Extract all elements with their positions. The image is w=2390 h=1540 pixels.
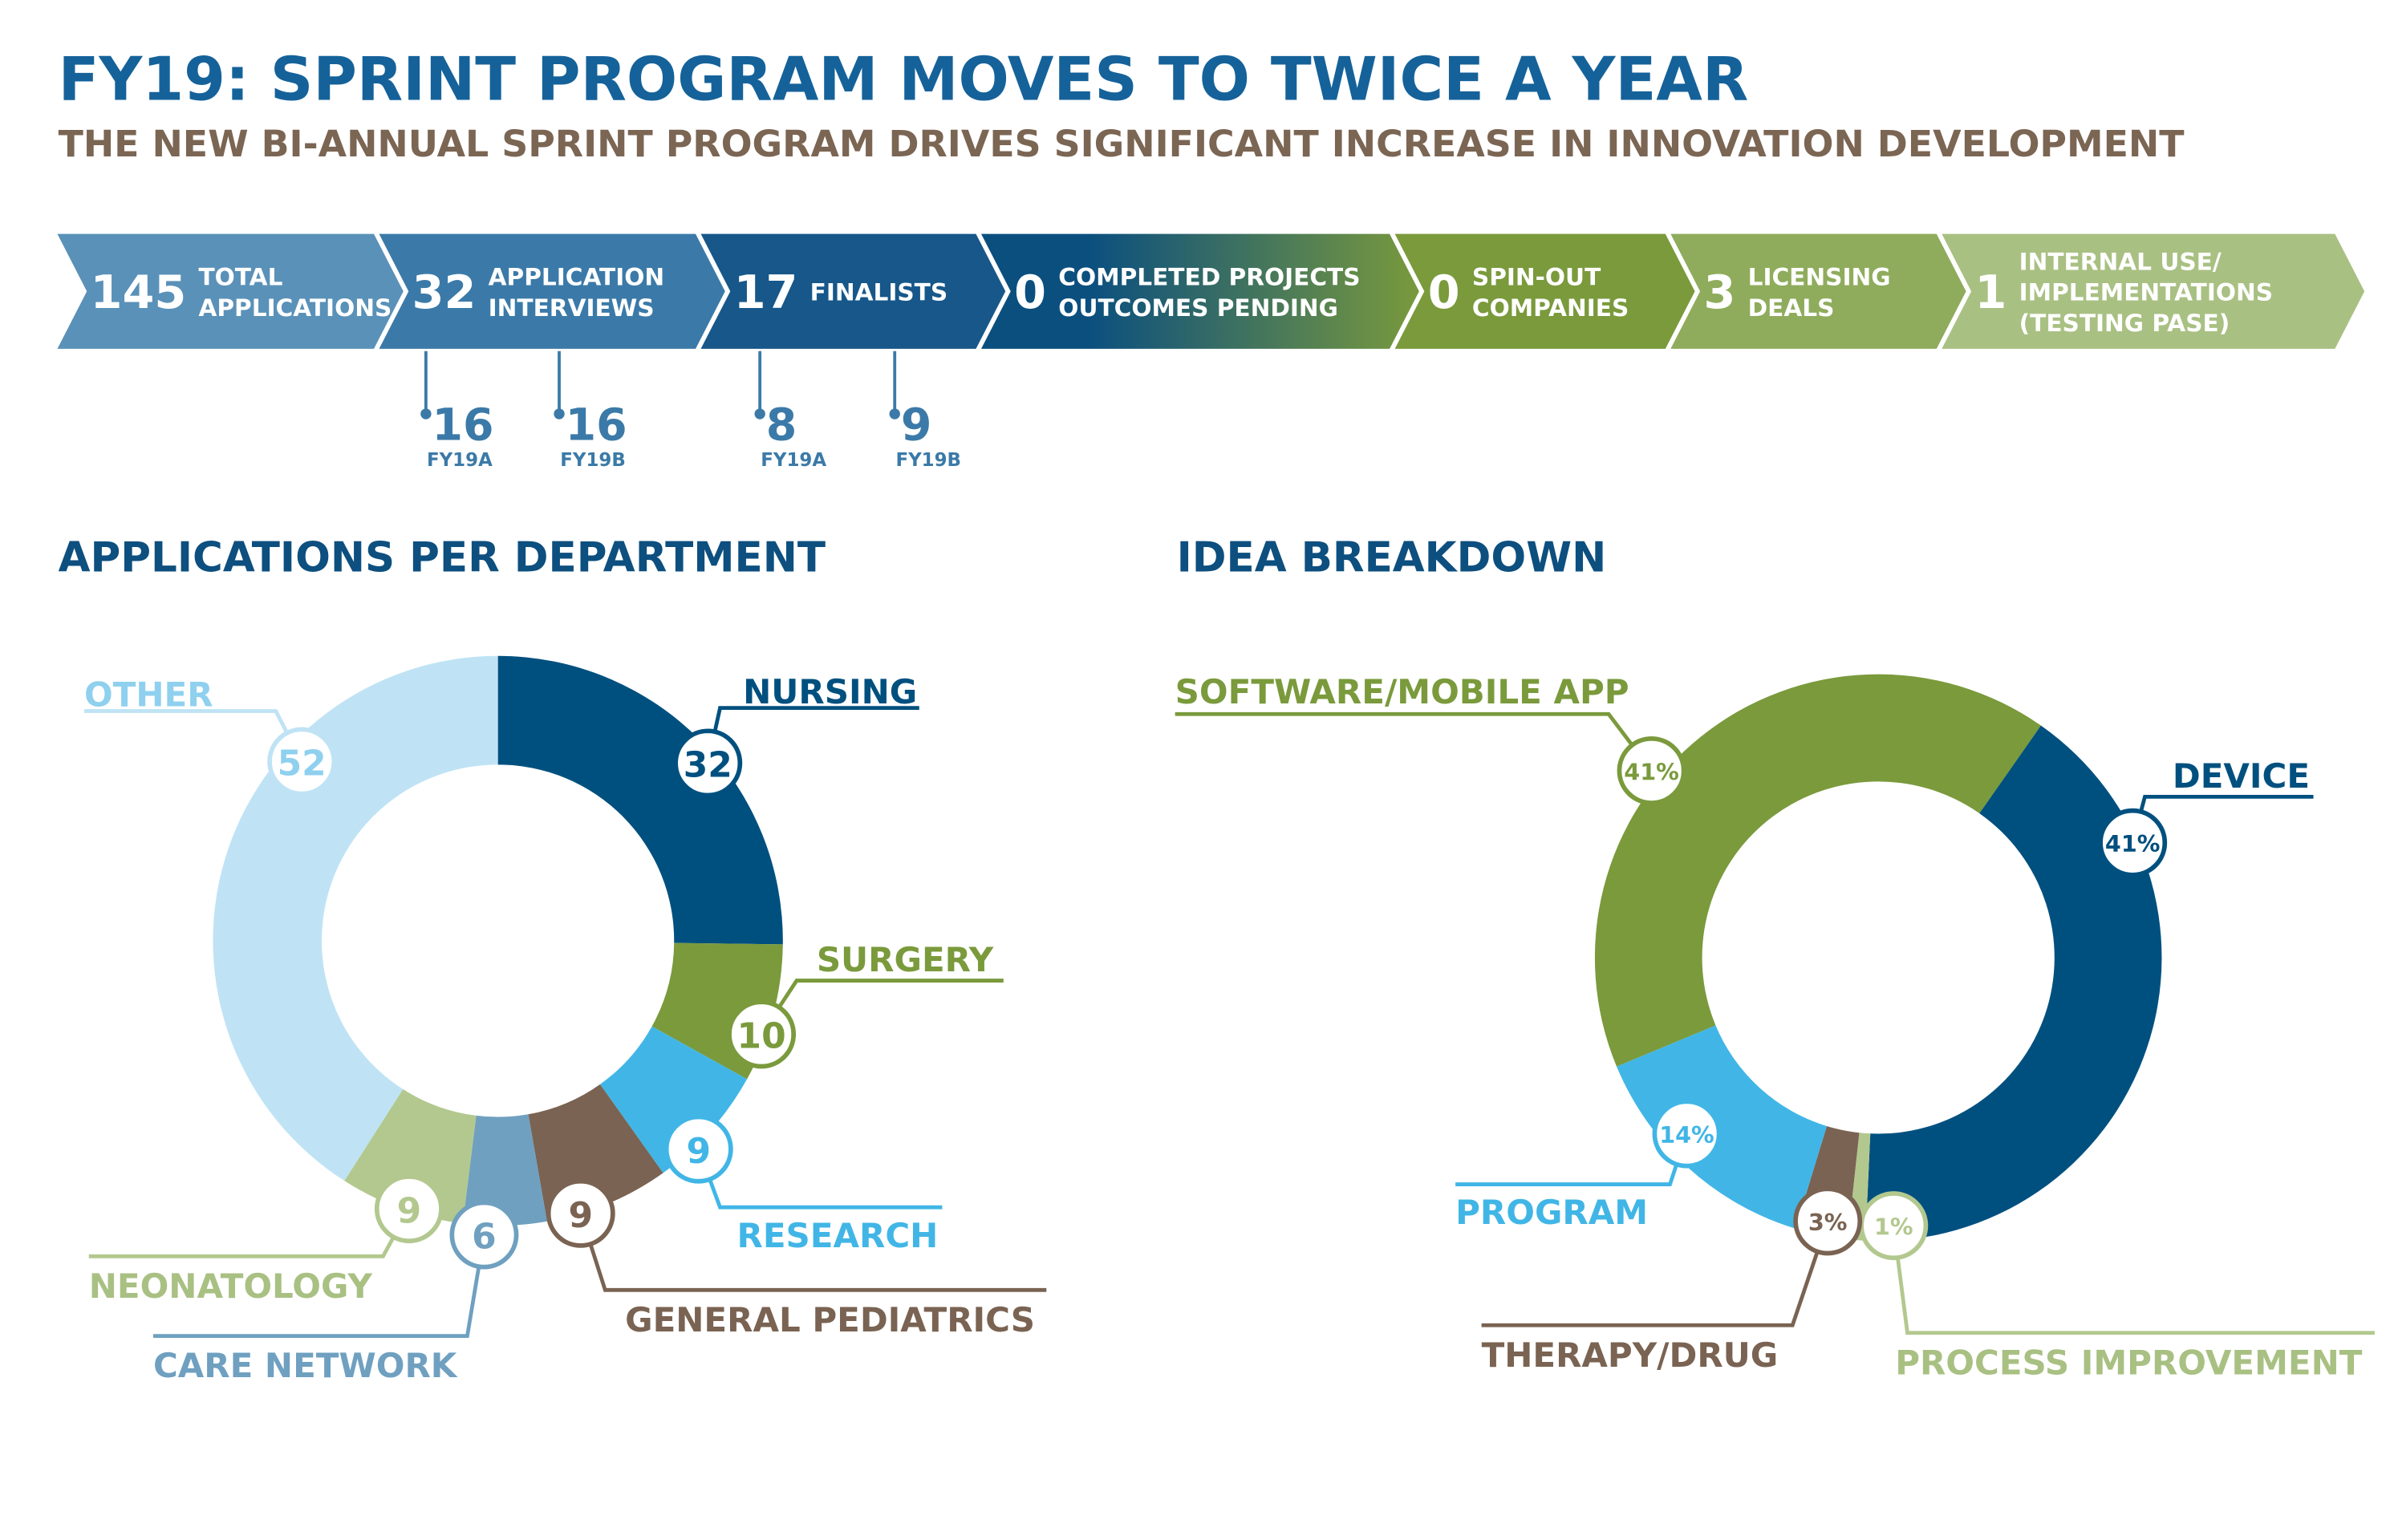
value-label: 41% (1624, 758, 1679, 785)
pipeline-step (1934, 229, 2370, 354)
donut-slice (599, 1026, 748, 1173)
donut-slice (344, 1088, 477, 1224)
callout-line (1175, 711, 1654, 772)
step-label: APPLICATION (489, 264, 664, 291)
step-value: 1 (1974, 265, 2007, 319)
value-bubble (2098, 808, 2168, 877)
step-label: INTERVIEWS (489, 294, 655, 322)
donut-slice (1594, 674, 2041, 1067)
category-label: THERAPY/DRUG (1482, 1335, 1779, 1375)
step-value: 0 (1428, 265, 1460, 319)
title: FY19: SPRINT PROGRAM MOVES TO TWICE A YE… (59, 45, 1749, 115)
step-label: IMPLEMENTATIONS (2019, 279, 2273, 306)
callout-line (1455, 1133, 1689, 1186)
breakdown-label: FY19A (427, 450, 493, 471)
step-label: COMPANIES (1472, 294, 1629, 322)
value-bubble (267, 727, 337, 796)
value-label: 6 (472, 1217, 497, 1258)
category-label: GENERAL PEDIATRICS (625, 1300, 1035, 1339)
breakdown-value: 8 (766, 399, 797, 451)
category-label: CARE NETWORK (153, 1346, 458, 1385)
breakdown-label: FY19B (895, 450, 961, 471)
value-label: 52 (278, 744, 327, 784)
value-label: 10 (737, 1016, 786, 1057)
step-value: 3 (1703, 265, 1735, 319)
callout-line (1891, 1225, 2375, 1335)
step-label: INTERNAL USE/ (2019, 249, 2222, 276)
step-value: 145 (91, 265, 187, 319)
callout-line (760, 979, 1004, 1035)
subtitle: THE NEW BI-ANNUAL SPRINT PROGRAM DRIVES … (59, 122, 2185, 165)
breakdown-dot (754, 408, 765, 419)
section-title: APPLICATIONS PER DEPARTMENT (59, 534, 826, 582)
callout-line (1481, 1220, 1830, 1327)
value-label: 3% (1808, 1209, 1848, 1236)
step-label: TOTAL (198, 264, 282, 291)
breakdown-dot (420, 408, 432, 419)
breakdown-label: FY19A (761, 450, 826, 471)
category-label: DEVICE (2173, 756, 2310, 796)
category-label: SOFTWARE/MOBILE APP (1175, 672, 1629, 711)
value-bubble (1793, 1186, 1863, 1256)
category-label: SURGERY (817, 940, 994, 979)
value-bubble (374, 1174, 444, 1244)
donut-slice (1865, 725, 2162, 1242)
value-bubble (673, 728, 743, 798)
step-label: SPIN-OUT (1472, 264, 1601, 291)
donut-slice (213, 655, 498, 1181)
step-value: 0 (1014, 265, 1046, 319)
value-label: 9 (568, 1195, 593, 1236)
category-label: PROGRAM (1455, 1193, 1648, 1232)
category-label: RESEARCH (737, 1216, 939, 1255)
value-bubble (1652, 1099, 1722, 1169)
breakdown-dot (554, 408, 565, 419)
step-label: LICENSING (1748, 264, 1891, 291)
category-label: PROCESS IMPROVEMENT (1895, 1343, 2363, 1382)
value-label: 1% (1874, 1214, 1913, 1241)
callout-line (88, 1207, 411, 1258)
step-label: (TESTING PASE) (2019, 310, 2230, 337)
value-label: 14% (1659, 1121, 1714, 1149)
step-label: FINALISTS (810, 279, 947, 306)
value-bubble (727, 999, 797, 1069)
step-label: APPLICATIONS (198, 294, 392, 322)
value-label: 41% (2105, 830, 2161, 857)
breakdown-label: FY19B (560, 450, 626, 471)
breakdown-dot (889, 408, 900, 419)
callout-line (696, 1148, 943, 1210)
category-label: OTHER (84, 675, 213, 715)
value-bubble (449, 1200, 519, 1270)
category-label: NEONATOLOGY (89, 1266, 373, 1306)
breakdown-value: 16 (566, 399, 627, 451)
category-label: NURSING (743, 672, 917, 711)
step-label: COMPLETED PROJECTS (1058, 264, 1360, 291)
breakdown-value: 16 (432, 399, 494, 451)
step-label: OUTCOMES PENDING (1058, 294, 1338, 322)
value-bubble (546, 1178, 615, 1248)
value-bubble (1617, 736, 1686, 805)
value-label: 9 (397, 1190, 422, 1231)
breakdown-value: 9 (901, 399, 932, 451)
donut-slice (462, 1114, 547, 1226)
step-label: DEALS (1748, 294, 1835, 322)
section-title: IDEA BREAKDOWN (1177, 534, 1607, 582)
value-label: 32 (684, 745, 732, 786)
donut-slice (1617, 1025, 1827, 1229)
step-value: 17 (734, 265, 798, 319)
step-value: 32 (412, 265, 477, 319)
value-bubble (663, 1114, 733, 1184)
value-label: 9 (687, 1131, 712, 1172)
donut-slice (497, 655, 783, 945)
